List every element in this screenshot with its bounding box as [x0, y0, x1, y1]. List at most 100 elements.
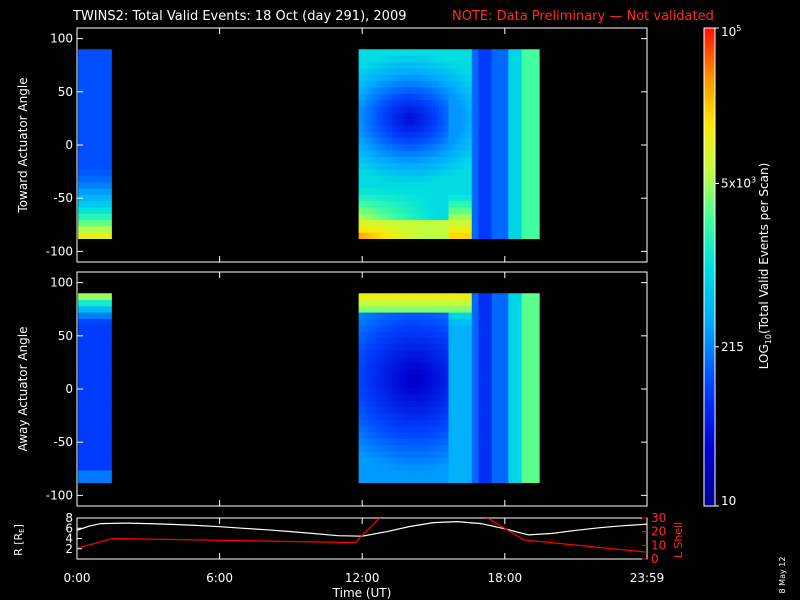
- heatmap-cell: [368, 293, 373, 300]
- heatmap-cell: [421, 400, 426, 408]
- heatmap-cell: [475, 93, 479, 101]
- heatmap-cell: [375, 469, 379, 477]
- heatmap-cell: [428, 74, 433, 82]
- heatmap-cell: [94, 394, 99, 401]
- heatmap-cell: [388, 356, 393, 364]
- heatmap-cell: [515, 318, 519, 326]
- heatmap-cell: [515, 444, 519, 452]
- heatmap-cell: [491, 49, 496, 56]
- heatmap-cell: [381, 394, 386, 401]
- heatmap-cell: [405, 80, 409, 88]
- heatmap-cell: [485, 68, 489, 75]
- heatmap-cell: [475, 312, 479, 319]
- heatmap-cell: [88, 225, 92, 233]
- heatmap-cell: [475, 375, 479, 383]
- heatmap-cell: [475, 169, 479, 176]
- heatmap-cell: [515, 162, 519, 170]
- heatmap-cell: [481, 213, 486, 221]
- heatmap-cell: [435, 156, 439, 164]
- heatmap-cell: [78, 49, 82, 56]
- heatmap-cell: [378, 143, 383, 151]
- heatmap-cell: [415, 375, 419, 383]
- heatmap-cell: [511, 162, 516, 170]
- heatmap-cell: [445, 131, 449, 139]
- heatmap-cell: [495, 143, 499, 151]
- heatmap-cell: [415, 432, 419, 439]
- heatmap-cell: [395, 61, 399, 69]
- heatmap-cell: [395, 457, 399, 465]
- heatmap-cell: [425, 451, 429, 458]
- heatmap-cell: [501, 143, 506, 151]
- heatmap-cell: [98, 93, 102, 101]
- heatmap-cell: [104, 476, 109, 483]
- heatmap-cell: [415, 80, 419, 88]
- heatmap-cell: [378, 375, 383, 383]
- heatmap-cell: [375, 406, 379, 414]
- heatmap-cell: [478, 156, 483, 164]
- heatmap-cell: [388, 375, 393, 383]
- heatmap-cell: [435, 194, 439, 202]
- heatmap-cell: [415, 419, 419, 427]
- heatmap-cell: [405, 162, 409, 170]
- heatmap-cell: [518, 61, 523, 69]
- heatmap-cell: [431, 356, 436, 364]
- heatmap-cell: [361, 457, 366, 465]
- heatmap-cell: [431, 343, 436, 351]
- heatmap-cell: [78, 200, 82, 208]
- heatmap-cell: [521, 74, 526, 82]
- heatmap-cell: [528, 362, 533, 370]
- heatmap-cell: [408, 444, 413, 452]
- y-tick-label: 100: [50, 32, 73, 46]
- heatmap-cell: [538, 375, 540, 383]
- heatmap-cell: [435, 87, 439, 94]
- heatmap-cell: [515, 232, 519, 239]
- heatmap-cell: [431, 80, 436, 88]
- heatmap-cell: [81, 112, 86, 120]
- heatmap-cell: [91, 87, 96, 94]
- heatmap-cell: [438, 55, 443, 63]
- heatmap-cell: [495, 169, 499, 176]
- heatmap-cell: [425, 68, 429, 75]
- heatmap-cell: [78, 207, 82, 214]
- heatmap-cell: [448, 305, 453, 313]
- heatmap-cell: [421, 213, 426, 221]
- heatmap-cell: [408, 305, 413, 313]
- heatmap-cell: [515, 381, 519, 389]
- heatmap-cell: [501, 61, 506, 69]
- heatmap-cell: [428, 381, 433, 389]
- heatmap-cell: [445, 387, 449, 395]
- heatmap-cell: [481, 375, 486, 383]
- heatmap-cell: [515, 80, 519, 88]
- heatmap-cell: [515, 213, 519, 221]
- heatmap-cell: [465, 299, 469, 307]
- heatmap-cell: [518, 93, 523, 101]
- heatmap-cell: [465, 394, 469, 401]
- heatmap-cell: [481, 225, 486, 233]
- heatmap-cell: [98, 169, 102, 176]
- heatmap-cell: [378, 106, 383, 113]
- heatmap-cell: [358, 419, 363, 427]
- heatmap-cell: [508, 350, 513, 357]
- heatmap-cell: [485, 400, 489, 408]
- heatmap-cell: [428, 87, 433, 94]
- heatmap-cell: [518, 387, 523, 395]
- heatmap-cell: [538, 394, 540, 401]
- heatmap-cell: [534, 49, 539, 56]
- heatmap-cell: [408, 207, 413, 214]
- heatmap-cell: [378, 369, 383, 376]
- heatmap-cell: [538, 162, 540, 170]
- heatmap-cell: [501, 362, 506, 370]
- heatmap-cell: [381, 150, 386, 157]
- heatmap-cell: [371, 425, 376, 433]
- heatmap-cell: [411, 375, 416, 383]
- heatmap-cell: [475, 106, 479, 113]
- heatmap-cell: [81, 219, 86, 227]
- heatmap-cell: [435, 425, 439, 433]
- heatmap-cell: [94, 112, 99, 120]
- heatmap-cell: [528, 451, 533, 458]
- heatmap-cell: [518, 49, 523, 56]
- heatmap-cell: [435, 93, 439, 101]
- heatmap-cell: [455, 106, 459, 113]
- heatmap-cell: [381, 207, 386, 214]
- heatmap-cell: [475, 343, 479, 351]
